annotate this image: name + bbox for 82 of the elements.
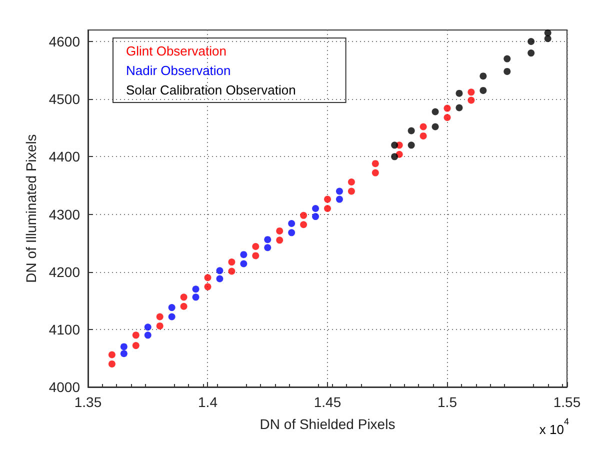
point	[216, 275, 224, 282]
y-tick-label: 4500	[48, 91, 80, 108]
y-tick-label: 4400	[48, 148, 80, 165]
point	[504, 55, 511, 62]
point	[192, 294, 200, 301]
point	[544, 29, 552, 36]
point	[240, 260, 248, 268]
point	[228, 268, 236, 275]
x-tick-label: 1.55	[553, 394, 581, 410]
point	[391, 153, 398, 160]
point	[252, 252, 260, 260]
text: Nadir Observation	[126, 63, 231, 78]
y-tick-label: 4600	[48, 34, 80, 50]
text: Glint Observation	[126, 44, 226, 58]
point	[300, 212, 308, 219]
point	[372, 169, 379, 176]
point	[444, 104, 451, 112]
point	[228, 258, 236, 266]
point	[528, 50, 535, 57]
point	[504, 68, 511, 75]
point	[252, 243, 260, 250]
point	[168, 313, 176, 320]
y-tick-label: 4200	[48, 264, 80, 280]
point	[276, 227, 284, 234]
point	[264, 236, 272, 244]
point	[468, 96, 475, 104]
x-tick-label: 1.5	[438, 394, 458, 410]
point	[300, 221, 308, 228]
point	[312, 213, 320, 220]
point	[204, 283, 212, 290]
x-tick-label: 1.4	[198, 394, 218, 410]
point	[120, 350, 128, 358]
point	[456, 90, 463, 97]
point	[372, 160, 379, 168]
point	[444, 114, 451, 122]
point	[348, 178, 355, 186]
point	[240, 251, 248, 258]
y-tick-label: 4300	[48, 206, 80, 222]
y-tick-label: 4000	[48, 379, 80, 395]
x-axis-title: DN of Shielded Pixels	[260, 416, 396, 432]
point	[216, 267, 224, 274]
point	[156, 313, 164, 320]
point	[528, 38, 535, 46]
point	[348, 188, 355, 195]
point	[204, 274, 212, 282]
point	[324, 205, 331, 212]
point	[264, 244, 272, 252]
point	[132, 342, 140, 350]
point	[288, 229, 296, 236]
point	[456, 104, 463, 112]
point	[420, 132, 427, 140]
text: Solar Calibration Observation	[126, 82, 296, 98]
point	[144, 332, 152, 339]
point	[312, 205, 320, 212]
point	[408, 142, 415, 149]
point	[108, 351, 116, 358]
point	[336, 188, 343, 195]
point	[408, 127, 415, 134]
point	[168, 304, 176, 312]
point	[420, 123, 427, 130]
point	[288, 220, 296, 227]
point	[432, 108, 439, 116]
point	[108, 360, 116, 368]
point	[468, 88, 475, 96]
point	[144, 324, 152, 331]
point	[432, 123, 439, 130]
point	[324, 196, 331, 203]
point	[180, 294, 188, 301]
point	[336, 196, 343, 203]
x-tick-label: 1.45	[314, 394, 342, 410]
point	[132, 332, 140, 339]
point	[391, 142, 398, 149]
point	[120, 343, 128, 350]
point	[192, 286, 200, 293]
point	[480, 72, 487, 80]
y-axis-title: DN of Illuminated Pixels	[22, 134, 39, 283]
point	[276, 236, 284, 244]
point	[480, 86, 487, 94]
y-tick-label: 4100	[48, 321, 80, 338]
point	[156, 322, 164, 330]
point	[180, 302, 188, 310]
x-tick-label: 1.35	[74, 394, 102, 410]
